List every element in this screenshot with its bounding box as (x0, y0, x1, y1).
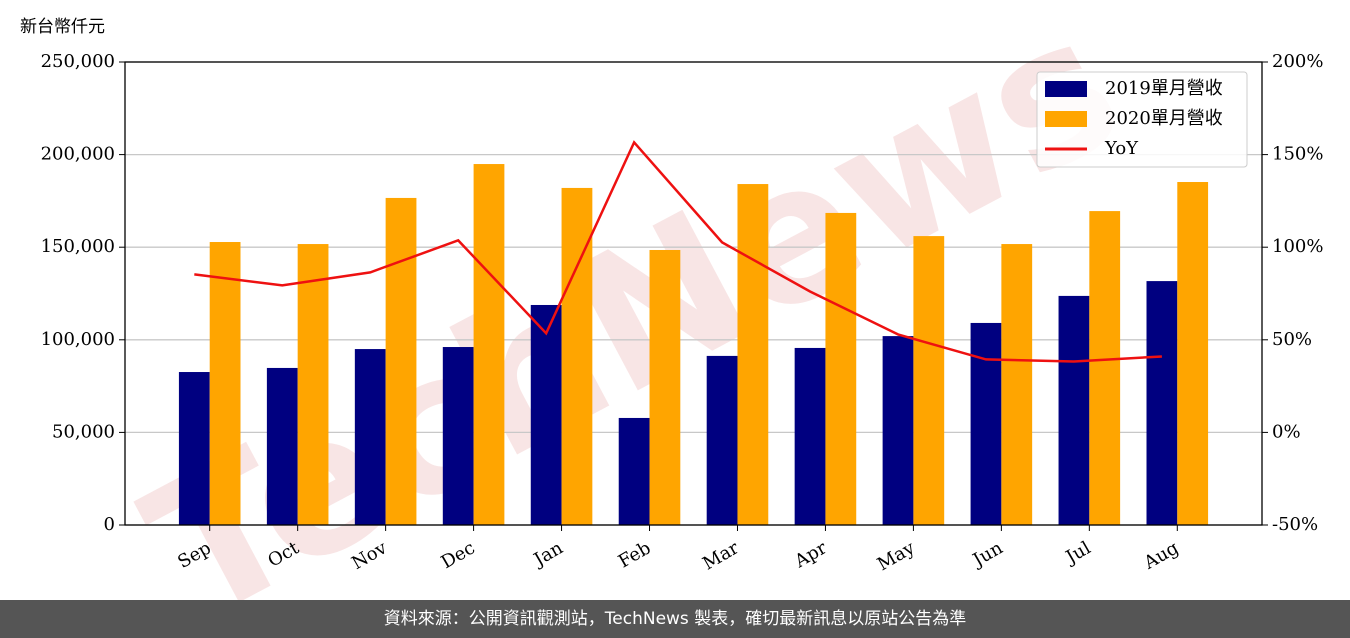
bar (354, 349, 386, 525)
bar (442, 347, 474, 525)
x-tick-label: Feb (615, 537, 655, 572)
source-note: 資料來源：公開資訊觀測站，TechNews 製表，確切最新訊息以原站公告為準 (384, 609, 966, 629)
bar (266, 367, 298, 525)
y-tick-label: 50,000 (52, 421, 115, 442)
bar (882, 336, 914, 525)
x-tick-label: Mar (699, 537, 743, 574)
x-tick-label: Jun (968, 537, 1007, 572)
bar (825, 212, 857, 526)
line (194, 140, 1162, 363)
bar (178, 372, 210, 525)
bar (1177, 182, 1209, 526)
footer-bar (0, 600, 1350, 638)
legend-label: 2020單月營收 (1105, 108, 1223, 129)
legend-box (1036, 71, 1248, 168)
y-tick-label: 150,000 (41, 236, 115, 257)
bar (1089, 211, 1121, 525)
bar (561, 187, 593, 525)
bar (473, 164, 505, 525)
bar (385, 197, 417, 525)
plot-frame (124, 61, 1263, 526)
bar (618, 417, 650, 525)
bar (913, 236, 945, 525)
bar (970, 322, 1002, 525)
x-tick-label: Jul (1061, 537, 1095, 569)
bar (1146, 281, 1178, 525)
y2-tick-label: 100% (1272, 236, 1323, 257)
bar (530, 304, 562, 525)
bar (649, 249, 681, 525)
legend-swatch (1045, 111, 1087, 127)
y-tick-label: 100,000 (41, 329, 115, 350)
y2-tick-label: -50% (1272, 514, 1318, 535)
y2-tick-label: 50% (1272, 329, 1312, 350)
legend-swatch (1045, 81, 1087, 97)
bar (1058, 295, 1090, 525)
y-tick-label: 0 (104, 514, 115, 535)
bar (297, 244, 329, 525)
x-tick-label: Aug (1140, 537, 1183, 574)
y-tick-label: 200,000 (41, 144, 115, 165)
bar (737, 184, 769, 525)
x-tick-label: Jan (529, 537, 567, 571)
y2-tick-label: 0% (1272, 421, 1301, 442)
legend-label: YoY (1104, 138, 1139, 159)
bar (706, 355, 738, 525)
bar (794, 347, 826, 525)
y2-tick-label: 200% (1272, 51, 1323, 72)
x-tick-label: Apr (790, 537, 830, 572)
bar (1001, 244, 1033, 525)
y-tick-label: 250,000 (41, 51, 115, 72)
legend-label: 2019單月營收 (1105, 78, 1223, 99)
bar (209, 242, 241, 525)
y-axis-label: 新台幣仟元 (20, 17, 105, 37)
y2-tick-label: 150% (1272, 144, 1323, 165)
x-tick-label: May (874, 537, 919, 575)
